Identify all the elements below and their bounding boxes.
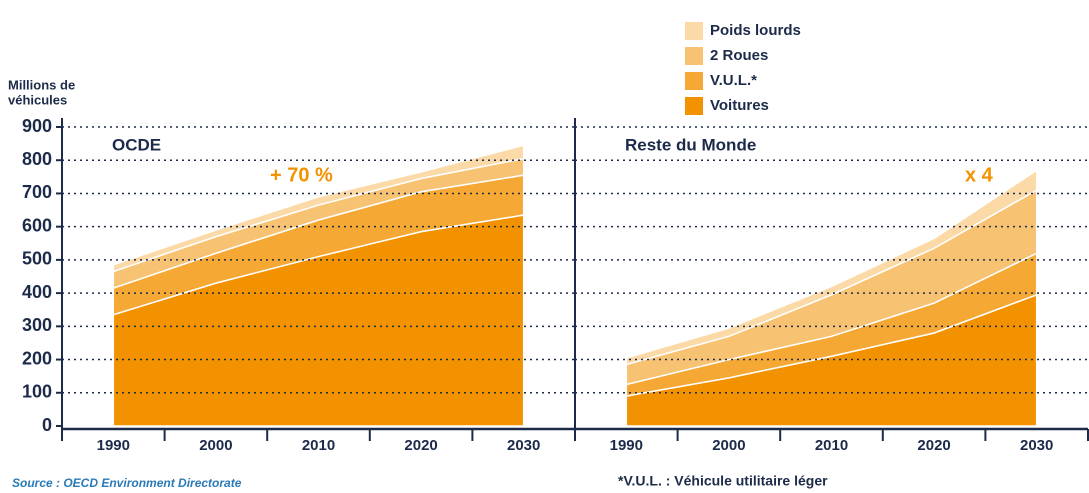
area bbox=[112, 144, 525, 273]
y-tick-label: 900 bbox=[22, 116, 52, 136]
source: Source : OECD Environment Directorate bbox=[12, 476, 242, 490]
y-tick-label: 400 bbox=[22, 282, 52, 302]
legend-swatch bbox=[685, 72, 703, 90]
legend-label: Poids lourds bbox=[710, 22, 801, 39]
y-tick-label: 800 bbox=[22, 149, 52, 169]
y-tick-label: 700 bbox=[22, 182, 52, 202]
x-tick-label: 2010 bbox=[815, 437, 848, 454]
x-tick-label: 1990 bbox=[610, 437, 643, 454]
footnote: *V.U.L. : Véhicule utilitaire léger bbox=[618, 473, 828, 489]
legend-swatch bbox=[685, 22, 703, 40]
x-tick-label: 2010 bbox=[302, 437, 335, 454]
legend-label: V.U.L.* bbox=[710, 72, 757, 89]
area bbox=[625, 168, 1038, 366]
legend-swatch bbox=[685, 97, 703, 115]
x-tick-label: 2030 bbox=[507, 437, 540, 454]
panel-title: OCDE bbox=[112, 135, 161, 154]
x-tick-label: 2000 bbox=[712, 437, 745, 454]
y-tick-label: 100 bbox=[22, 382, 52, 402]
annotation: + 70 % bbox=[270, 164, 333, 186]
x-tick-label: 2020 bbox=[917, 437, 950, 454]
y-tick-label: 500 bbox=[22, 249, 52, 269]
legend-label: Voitures bbox=[710, 97, 769, 114]
y-tick-label: 300 bbox=[22, 315, 52, 335]
x-tick-label: 1990 bbox=[97, 437, 130, 454]
legend-swatch bbox=[685, 47, 703, 65]
y-axis-label: véhicules bbox=[8, 92, 67, 107]
annotation: x 4 bbox=[965, 164, 994, 186]
y-tick-label: 600 bbox=[22, 215, 52, 235]
x-tick-label: 2030 bbox=[1020, 437, 1053, 454]
legend-label: 2 Roues bbox=[710, 47, 768, 64]
x-tick-label: 2020 bbox=[404, 437, 437, 454]
y-tick-label: 200 bbox=[22, 348, 52, 368]
y-tick-label: 0 bbox=[42, 415, 52, 435]
panel-title: Reste du Monde bbox=[625, 135, 756, 154]
y-axis-label: Millions de bbox=[8, 77, 75, 92]
x-tick-label: 2000 bbox=[199, 437, 232, 454]
